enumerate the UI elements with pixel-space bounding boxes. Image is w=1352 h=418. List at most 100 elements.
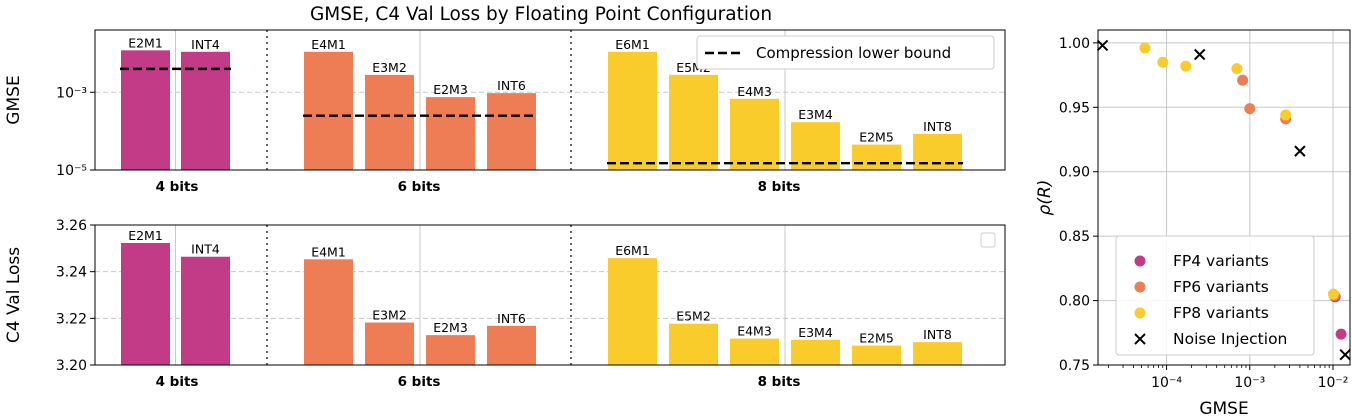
y-tick-label: 3.26 [56,218,87,234]
bar-label: E4M1 [311,37,346,52]
legend-marker [1134,281,1146,293]
y-tick-label: 10⁻³ [56,85,87,101]
bar [365,322,414,365]
bar-label: E3M2 [372,60,407,75]
legend-label: Noise Injection [1173,330,1287,348]
scatter-point [1157,56,1169,68]
group-label: 4 bits [156,374,199,390]
bar-label: E2M3 [433,320,468,335]
bar [426,97,475,170]
x-tick-label: 10⁻² [1318,375,1349,391]
bar [852,345,901,365]
legend-label: FP6 variants [1173,278,1269,296]
empty-legend-box [980,232,996,248]
axes-frame [1097,29,1351,366]
legend-bound-label: Compression lower bound [756,44,951,62]
bar [181,51,230,170]
x-tick-label: 10⁻⁴ [1151,375,1182,391]
bar [669,74,718,170]
bar [365,74,414,170]
bar-label: E4M1 [311,244,346,259]
bar-label: E5M2 [676,309,711,324]
bar-label: E3M4 [798,325,833,340]
scatter-point [1294,145,1306,157]
legend-label: FP8 variants [1173,304,1269,322]
bar [487,325,536,365]
group-label: 8 bits [758,374,801,390]
scatter-point [1193,48,1206,61]
legend-box [1115,235,1315,356]
scatter-point [1231,63,1243,75]
y-axis-label: C4 Val Loss [4,247,24,343]
legend-marker [1134,255,1146,267]
axes-frame [94,29,1006,171]
y-axis-label: ρ(R) [1035,180,1055,216]
bar-label: E3M4 [798,107,833,122]
bar [730,338,779,365]
y-axis-label: GMSE [4,75,24,124]
group-label: 4 bits [156,179,199,195]
bar-label: INT6 [497,311,526,326]
bar [669,323,718,365]
scatter-point [1180,60,1192,72]
bar-label: E6M1 [615,37,650,52]
y-tick-label: 0.80 [1059,294,1090,310]
bar-label: INT6 [497,78,526,93]
y-tick-label: 1.00 [1059,36,1090,52]
bar-label: E3M2 [372,308,407,323]
bar [913,342,962,365]
legend-box [696,35,995,70]
y-tick-label: 10⁻⁵ [56,163,87,179]
bar [304,259,353,365]
bar [852,144,901,170]
bar [426,335,475,365]
x-tick-label: 10⁻³ [1234,375,1265,391]
bar-label: E2M3 [433,82,468,97]
scatter-point [1335,328,1347,340]
y-tick-label: 0.95 [1059,100,1090,116]
bar-label: INT8 [923,327,952,342]
y-tick-label: 3.22 [56,311,87,327]
bar [913,133,962,170]
group-label: 6 bits [398,179,441,195]
bar [181,256,230,365]
scatter-point [1096,39,1109,52]
bar [121,50,170,171]
legend-marker [1134,307,1146,319]
bar-label: E4M3 [737,84,772,99]
y-tick-label: 3.20 [56,358,87,374]
rho-scatter-panel: 0.75 0.80 0.85 0.90 0.95 1.00 10⁻⁴ 10⁻³ 10⁻² GMSE… [1035,29,1351,418]
bar-label: E2M5 [859,130,894,145]
loss-panel: E2M1 INT4 4 bits E4M1 E3M2 E2M3 INT6 6 bits E6M1… [4,218,1006,390]
scatter-legend: FP4 variants FP6 variants FP8 variants Nois… [1115,235,1315,356]
bar [730,98,779,170]
y-tick-label: 0.75 [1059,358,1090,374]
bar-label: INT8 [923,119,952,134]
bar [121,242,170,365]
legend-label: FP4 variants [1173,252,1269,270]
group-label: 6 bits [398,374,441,390]
bar [487,93,536,170]
scatter-point [1280,109,1292,121]
bar-label: E6M1 [615,243,650,258]
y-tick-label: 3.24 [56,265,87,281]
group-label: 8 bits [758,179,801,195]
scatter-point [1139,42,1151,54]
bar-label: INT4 [191,242,220,257]
bar [608,51,657,170]
scatter-point [1339,348,1351,361]
bar-label: INT4 [191,37,220,52]
bar-label: E2M5 [859,331,894,346]
axes-frame [94,224,1006,366]
legend-marker [1134,333,1146,345]
x-axis-label: GMSE [1199,399,1248,418]
scatter-point [1244,103,1256,115]
bar [608,258,657,365]
scatter-point [1237,74,1249,86]
bar-label: E2M1 [128,35,163,50]
bar-label: E4M3 [737,324,772,339]
bar [791,339,840,365]
bar-label: E2M1 [128,228,163,243]
figure-title: GMSE, C4 Val Loss by Floating Point Conf… [310,4,772,25]
